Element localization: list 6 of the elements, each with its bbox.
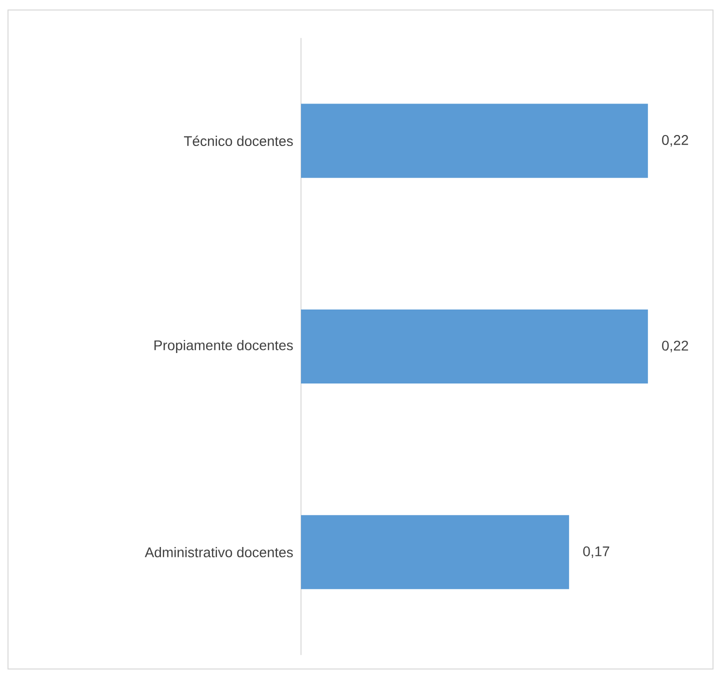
y-tick-label: Técnico docentes: [184, 136, 293, 146]
y-tick-label: Administrativo docentes: [144, 547, 293, 558]
data-label: 0,22: [662, 340, 688, 352]
data-label: 0,17: [583, 546, 610, 558]
y-tick-label: Propiamente docentes: [154, 340, 293, 354]
data-label: 0,22: [662, 135, 688, 147]
